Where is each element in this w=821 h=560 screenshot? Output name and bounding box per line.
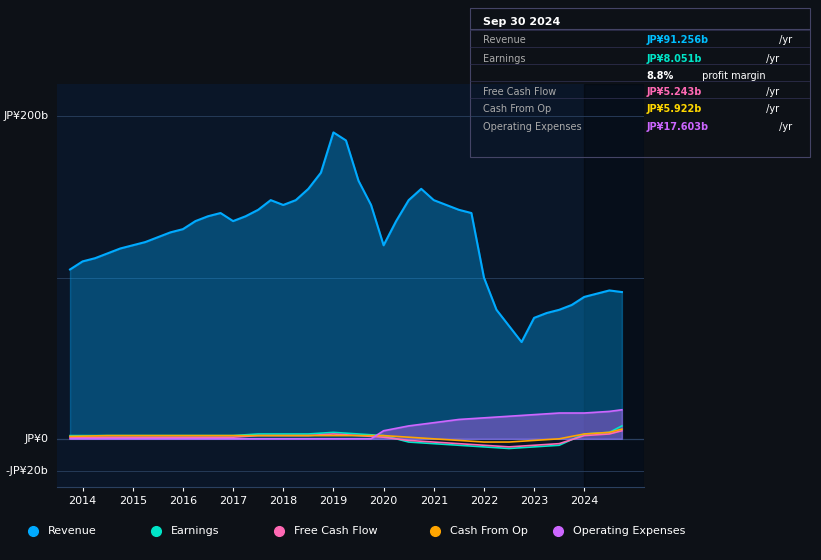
Text: Cash From Op: Cash From Op — [484, 104, 552, 114]
Text: Operating Expenses: Operating Expenses — [484, 122, 582, 132]
Text: JP¥200b: JP¥200b — [3, 111, 48, 122]
Text: Sep 30 2024: Sep 30 2024 — [484, 17, 561, 27]
Text: Free Cash Flow: Free Cash Flow — [484, 87, 557, 97]
Text: -JP¥20b: -JP¥20b — [6, 466, 48, 476]
Text: 8.8%: 8.8% — [647, 71, 674, 81]
Bar — [585, 84, 644, 487]
Text: /yr: /yr — [764, 104, 779, 114]
Text: profit margin: profit margin — [699, 71, 765, 81]
Text: Earnings: Earnings — [484, 54, 525, 64]
Text: Free Cash Flow: Free Cash Flow — [294, 526, 378, 536]
Text: JP¥17.603b: JP¥17.603b — [647, 122, 709, 132]
Text: /yr: /yr — [764, 54, 779, 64]
Text: JP¥0: JP¥0 — [25, 434, 48, 444]
Text: JP¥8.051b: JP¥8.051b — [647, 54, 702, 64]
Text: Earnings: Earnings — [171, 526, 219, 536]
Text: JP¥91.256b: JP¥91.256b — [647, 35, 709, 45]
Text: /yr: /yr — [776, 122, 792, 132]
Text: JP¥5.243b: JP¥5.243b — [647, 87, 702, 97]
Text: JP¥5.922b: JP¥5.922b — [647, 104, 702, 114]
Text: Cash From Op: Cash From Op — [450, 526, 528, 536]
Text: /yr: /yr — [764, 87, 779, 97]
Text: Revenue: Revenue — [484, 35, 526, 45]
Text: Revenue: Revenue — [48, 526, 96, 536]
Text: Operating Expenses: Operating Expenses — [573, 526, 686, 536]
Text: /yr: /yr — [776, 35, 792, 45]
